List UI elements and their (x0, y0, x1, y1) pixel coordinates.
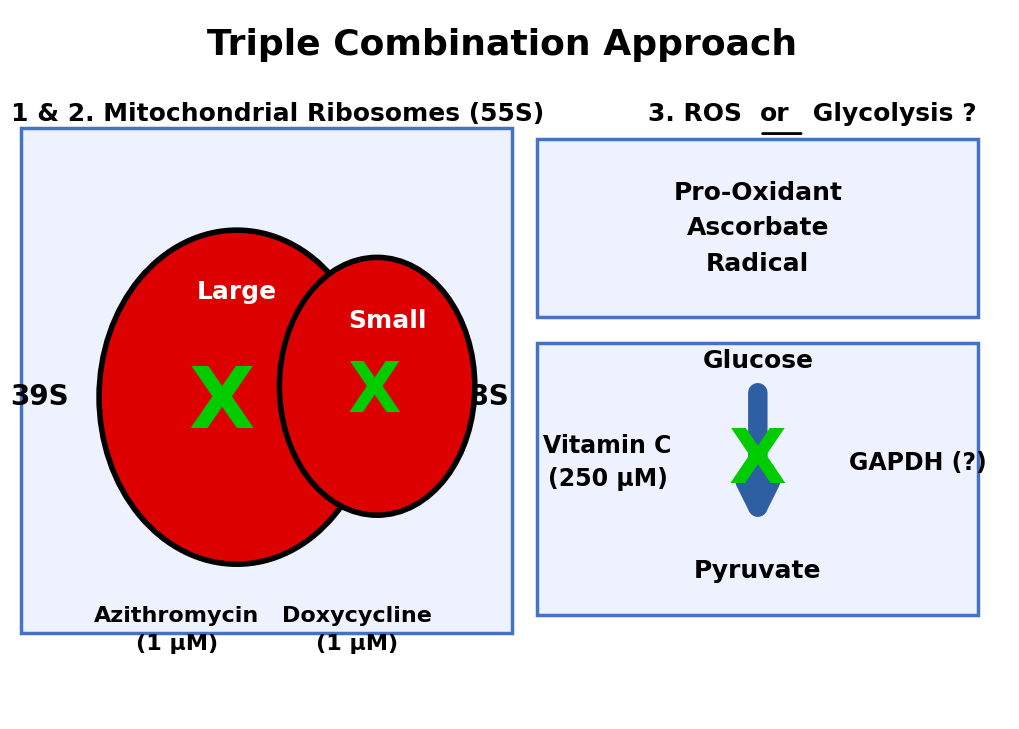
FancyBboxPatch shape (537, 139, 977, 317)
Text: Doxycycline
(1 μM): Doxycycline (1 μM) (282, 606, 432, 654)
Text: 3. ROS: 3. ROS (647, 102, 750, 126)
Text: X: X (346, 359, 400, 426)
Text: Pro-Oxidant
Ascorbate
Radical: Pro-Oxidant Ascorbate Radical (673, 181, 842, 276)
Text: Azithromycin
(1 μM): Azithromycin (1 μM) (94, 606, 259, 654)
Text: or: or (759, 102, 789, 126)
Text: Glycolysis ?: Glycolysis ? (803, 102, 975, 126)
Text: Large: Large (197, 280, 276, 304)
Text: Vitamin C
(250 μM): Vitamin C (250 μM) (543, 434, 672, 491)
Text: 1 & 2. Mitochondrial Ribosomes (55S): 1 & 2. Mitochondrial Ribosomes (55S) (11, 102, 544, 126)
Text: 28S: 28S (450, 383, 510, 411)
FancyBboxPatch shape (537, 343, 977, 615)
FancyBboxPatch shape (21, 128, 512, 634)
Text: Pyruvate: Pyruvate (693, 559, 820, 583)
Ellipse shape (99, 230, 374, 564)
Text: GAPDH (?): GAPDH (?) (849, 451, 986, 475)
Text: 39S: 39S (10, 383, 68, 411)
Text: X: X (189, 363, 255, 446)
Text: Triple Combination Approach: Triple Combination Approach (207, 28, 797, 62)
Ellipse shape (279, 257, 474, 515)
Text: Glucose: Glucose (702, 349, 812, 373)
Text: Small: Small (347, 309, 426, 333)
Text: X: X (729, 426, 786, 499)
